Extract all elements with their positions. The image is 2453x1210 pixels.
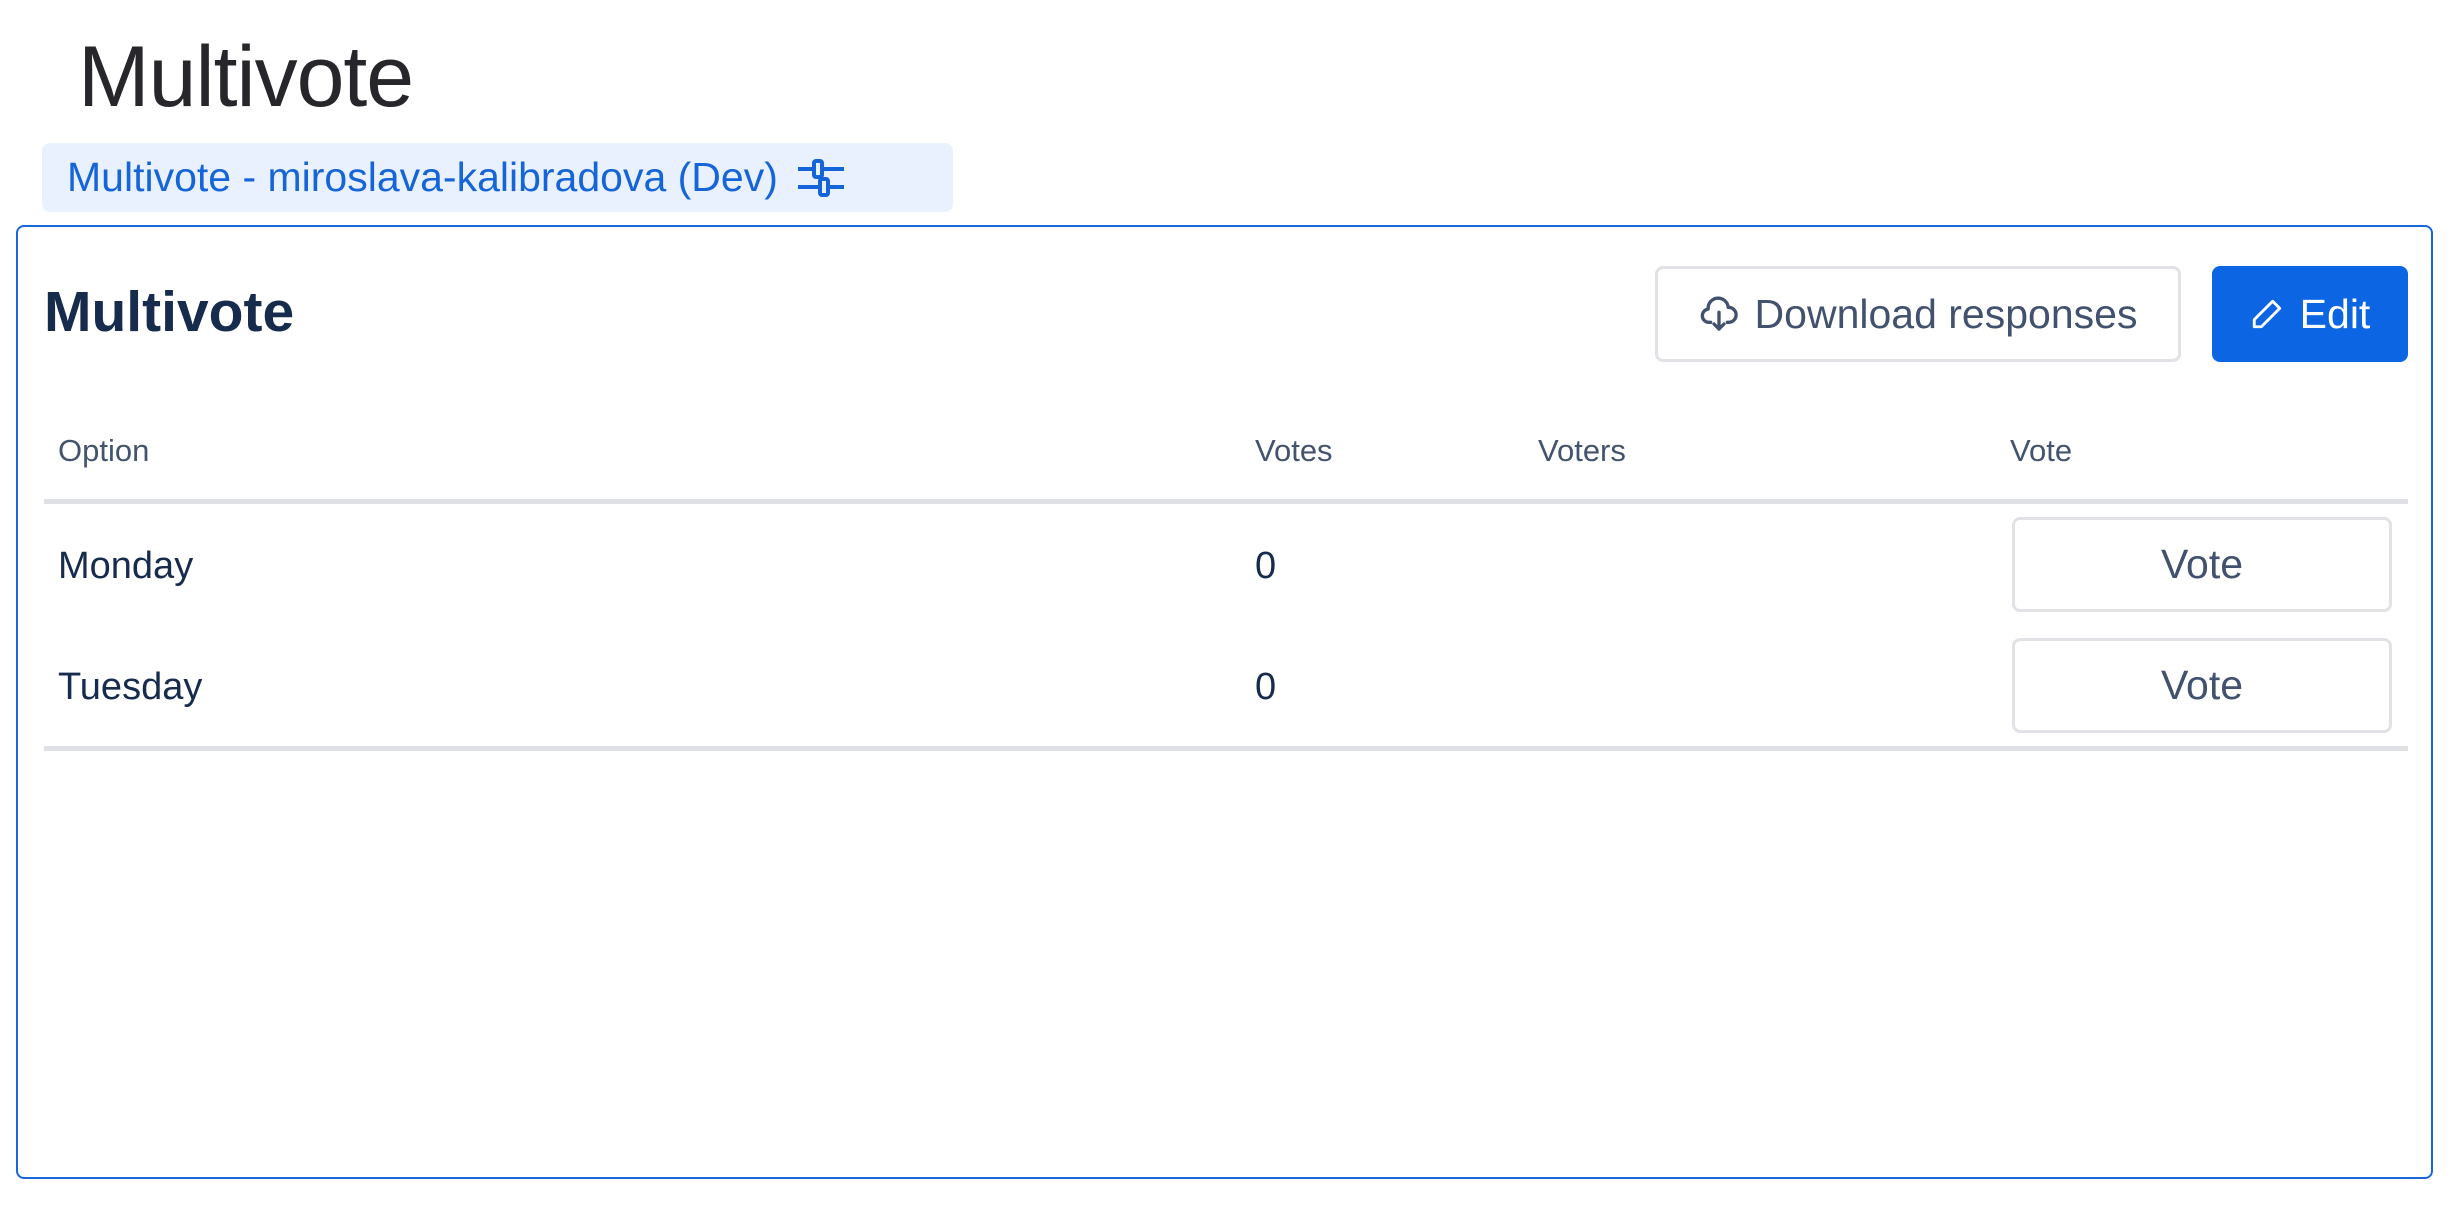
option-cell: Tuesday — [58, 666, 203, 708]
edit-label: Edit — [2299, 290, 2371, 337]
vote-button[interactable]: Vote — [2012, 638, 2392, 733]
votes-cell: 0 — [1255, 545, 1277, 587]
column-header-voters: Voters — [1538, 433, 1626, 468]
download-responses-button[interactable]: Download responses — [1655, 266, 2181, 362]
header-divider — [44, 499, 2408, 504]
space-badge-link[interactable]: Multivote - miroslava-kalibradova (Dev) — [42, 143, 953, 212]
sliders-icon — [797, 158, 844, 197]
badge-label: Multivote - miroslava-kalibradova (Dev) — [67, 154, 778, 200]
pencil-icon — [2252, 299, 2281, 329]
cloud-download-icon — [1700, 296, 1738, 331]
page-title: Multivote — [78, 29, 414, 125]
download-responses-label: Download responses — [1754, 290, 2138, 337]
multivote-card: Multivote Download responses Edit Option… — [16, 225, 2433, 1179]
vote-button[interactable]: Vote — [2012, 517, 2392, 612]
edit-button[interactable]: Edit — [2212, 266, 2408, 362]
column-header-vote: Vote — [2010, 433, 2073, 468]
column-header-option: Option — [58, 433, 150, 468]
votes-cell: 0 — [1255, 666, 1277, 708]
option-cell: Monday — [58, 545, 194, 587]
table-bottom-divider — [44, 746, 2408, 751]
column-header-votes: Votes — [1255, 433, 1333, 468]
card-title: Multivote — [44, 280, 295, 344]
